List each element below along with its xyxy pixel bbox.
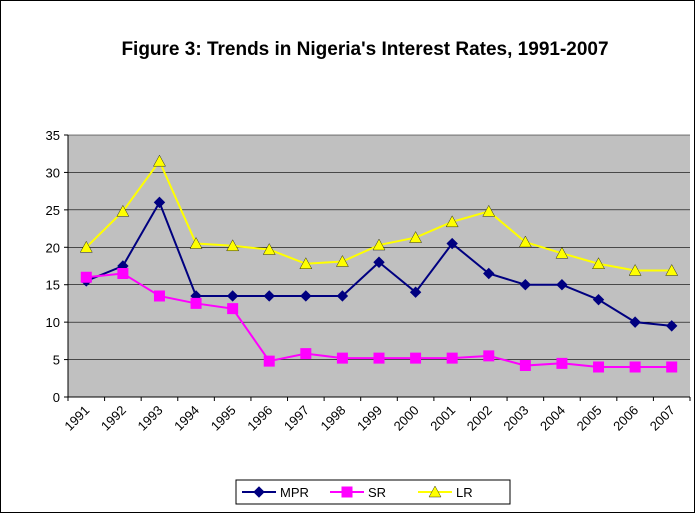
y-tick-label: 20 [46,240,60,255]
marker [262,243,276,255]
marker [116,204,130,217]
marker [153,290,165,302]
marker [519,360,531,372]
marker [483,267,495,280]
marker [665,320,678,332]
marker [189,237,203,249]
y-tick-label: 15 [46,278,60,293]
y-tick-label: 5 [53,353,60,368]
marker [409,286,422,298]
marker [445,215,459,228]
y-tick-label: 30 [46,165,60,180]
marker [593,361,605,373]
marker [428,485,442,498]
y-tick-label: 25 [46,203,60,218]
marker [227,303,239,315]
marker [117,267,129,279]
marker [665,264,679,276]
marker [226,290,239,302]
marker [300,290,312,302]
marker [556,357,568,369]
marker [556,279,568,291]
marker [336,290,349,302]
y-tick-label: 10 [46,315,60,330]
marker [153,196,166,209]
marker [628,264,642,276]
marker [666,361,678,373]
marker [629,316,641,328]
marker [336,255,349,267]
marker [519,235,532,248]
marker [592,293,605,306]
marker [410,352,422,364]
marker [263,290,275,302]
legend-label: SR [368,485,386,500]
marker [299,257,313,269]
marker [592,257,605,269]
legend-label: MPR [280,485,309,500]
marker [409,231,422,243]
marker [446,237,458,250]
marker [483,350,495,362]
marker [482,204,496,217]
marker [253,486,265,498]
marker [373,352,385,364]
marker [79,240,93,253]
chart-title: Figure 3: Trends in Nigeria's Interest R… [121,39,609,60]
marker [519,279,532,291]
marker [373,256,385,268]
legend [235,479,511,505]
marker [555,246,569,259]
marker [263,355,275,367]
marker [190,297,202,309]
y-tick-label: 0 [53,390,60,405]
marker [446,352,458,364]
marker [372,238,386,251]
marker [80,271,92,283]
marker [336,352,348,364]
legend-label: LR [456,485,473,500]
marker [153,154,166,167]
y-tick-label: 35 [46,128,60,143]
marker [300,348,312,360]
marker [226,239,239,251]
marker [629,361,641,373]
marker [341,486,353,498]
